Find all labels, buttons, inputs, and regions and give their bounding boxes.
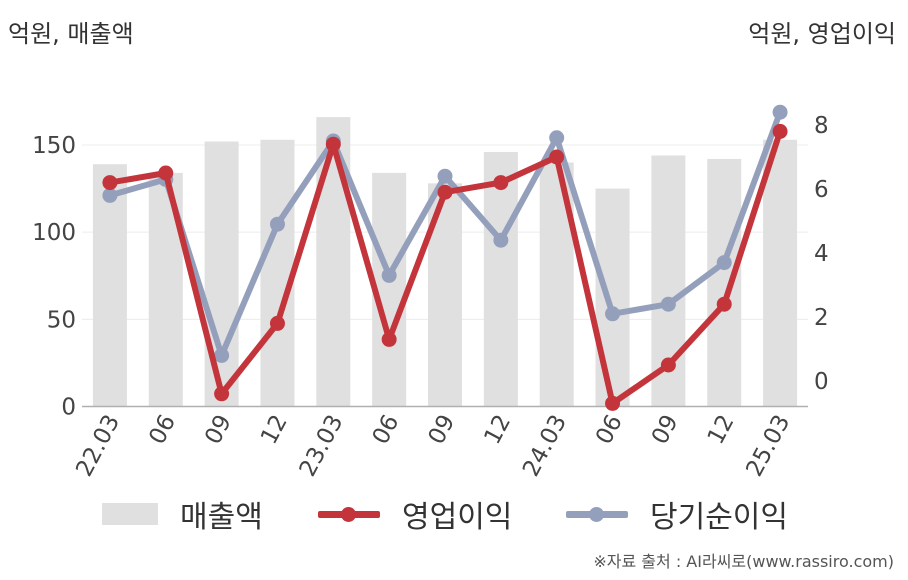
- right-tick-label: 8: [814, 113, 829, 139]
- left-tick-label: 150: [32, 133, 76, 159]
- operating-profit-point: [325, 136, 341, 152]
- net-income-point: [493, 232, 509, 248]
- x-axis-ticks: 22.03 06 09 12 23.03 06 09 12 24.03 06 09 12 25.03: [71, 411, 795, 481]
- operating-profit-point: [214, 386, 230, 402]
- operating-profit-point: [269, 315, 285, 331]
- operating-profit-point: [549, 149, 565, 165]
- x-tick-label: 09: [200, 411, 237, 449]
- legend-label-net: 당기순이익: [650, 500, 788, 535]
- left-tick-label: 50: [47, 307, 76, 333]
- x-tick-label: 12: [256, 411, 293, 449]
- left-axis-unit: 억원, 매출액: [8, 20, 134, 48]
- net-income-point: [772, 104, 788, 120]
- right-tick-label: 2: [814, 305, 829, 331]
- revenue-bar: [92, 164, 127, 407]
- left-tick-label: 0: [61, 395, 76, 421]
- operating-profit-point: [158, 165, 174, 181]
- net-income-point: [549, 130, 565, 146]
- x-tick-label: 06: [368, 411, 405, 449]
- x-tick-label: 09: [647, 411, 684, 449]
- left-axis-ticks: 0 50 100 150: [32, 133, 76, 421]
- right-tick-label: 0: [814, 369, 829, 395]
- operating-profit-point: [660, 357, 676, 373]
- legend-item-operating[interactable]: 영업이익: [318, 492, 512, 536]
- net-income-point: [102, 187, 118, 203]
- x-tick-label: 06: [591, 411, 628, 449]
- x-tick-label: 06: [144, 411, 181, 449]
- net-income-point: [214, 347, 230, 363]
- net-income-point: [269, 216, 285, 232]
- right-axis-ticks: 0 2 4 6 8: [814, 113, 829, 395]
- revenue-bar: [763, 139, 798, 407]
- revenue-bar: [483, 151, 518, 407]
- line-series: [102, 104, 788, 411]
- x-tick-label: 25.03: [741, 411, 795, 481]
- revenue-bar: [707, 158, 742, 407]
- right-tick-label: 6: [814, 177, 829, 203]
- right-tick-label: 4: [814, 241, 829, 267]
- revenue-bars: [92, 117, 798, 407]
- x-tick-label: 12: [703, 411, 740, 449]
- operating-profit-point: [102, 175, 118, 191]
- x-tick-label: 22.03: [71, 411, 125, 481]
- legend: 매출액 영업이익 당기순이익: [0, 492, 908, 536]
- legend-item-net[interactable]: 당기순이익: [566, 492, 788, 536]
- net-income-point: [437, 168, 453, 184]
- net-income-point: [660, 296, 676, 312]
- operating-profit-point: [716, 296, 732, 312]
- operating-profit-point: [437, 184, 453, 200]
- source-note: ※자료 출처 : AI라씨로(www.rassiro.com): [593, 552, 894, 571]
- revenue-bar: [260, 139, 295, 407]
- net-income-point: [716, 255, 732, 271]
- operating-profit-point: [772, 123, 788, 139]
- x-tick-label: 09: [424, 411, 461, 449]
- legend-swatch-revenue: [102, 503, 158, 525]
- revenue-bar: [204, 141, 239, 407]
- legend-swatch-net: [566, 506, 628, 522]
- x-tick-label: 12: [479, 411, 516, 449]
- operating-profit-point: [493, 175, 509, 191]
- net-income-point: [381, 267, 397, 283]
- legend-label-operating: 영업이익: [402, 500, 513, 535]
- legend-label-revenue: 매출액: [180, 500, 263, 535]
- x-tick-label: 24.03: [518, 411, 572, 481]
- x-tick-label: 23.03: [295, 411, 349, 481]
- operating-profit-point: [605, 395, 621, 411]
- right-axis-unit: 억원, 영업이익: [748, 20, 896, 48]
- left-tick-label: 100: [32, 220, 76, 246]
- net-income-point: [605, 306, 621, 322]
- legend-item-revenue[interactable]: 매출액: [102, 492, 263, 536]
- operating-profit-point: [381, 331, 397, 347]
- revenue-bar: [595, 188, 630, 407]
- legend-swatch-operating: [318, 506, 380, 522]
